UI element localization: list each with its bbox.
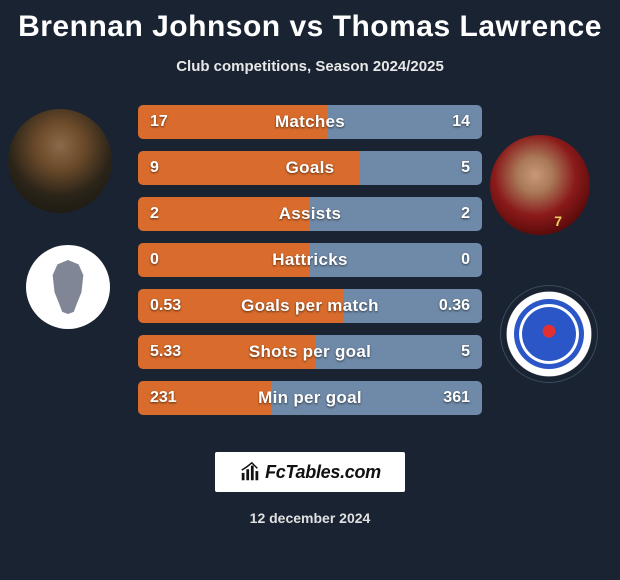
stat-row: 5.335Shots per goal <box>138 335 482 369</box>
branding-text: FcTables.com <box>265 462 381 483</box>
stat-label: Shots per goal <box>138 335 482 369</box>
stat-label: Matches <box>138 105 482 139</box>
player-right-photo <box>490 135 590 235</box>
branding-badge: FcTables.com <box>215 452 405 492</box>
stat-row: 95Goals <box>138 151 482 185</box>
subtitle: Club competitions, Season 2024/2025 <box>0 58 620 75</box>
stat-row: 231361Min per goal <box>138 381 482 415</box>
comparison-panel: 1714Matches 95Goals 22Assists 00Hattricks 0.… <box>0 105 620 455</box>
player-left-photo <box>8 109 112 213</box>
stat-label: Min per goal <box>138 381 482 415</box>
date-label: 12 december 2024 <box>0 510 620 526</box>
stat-label: Goals per match <box>138 289 482 323</box>
chart-icon <box>239 461 261 483</box>
stat-label: Assists <box>138 197 482 231</box>
stat-row: 00Hattricks <box>138 243 482 277</box>
stat-label: Goals <box>138 151 482 185</box>
stat-bars: 1714Matches 95Goals 22Assists 00Hattricks 0.… <box>138 105 482 427</box>
stat-label: Hattricks <box>138 243 482 277</box>
club-badge-left <box>26 245 110 329</box>
stat-row: 22Assists <box>138 197 482 231</box>
club-badge-right <box>500 285 598 383</box>
stat-row: 0.530.36Goals per match <box>138 289 482 323</box>
page-title: Brennan Johnson vs Thomas Lawrence <box>0 0 620 44</box>
stat-row: 1714Matches <box>138 105 482 139</box>
